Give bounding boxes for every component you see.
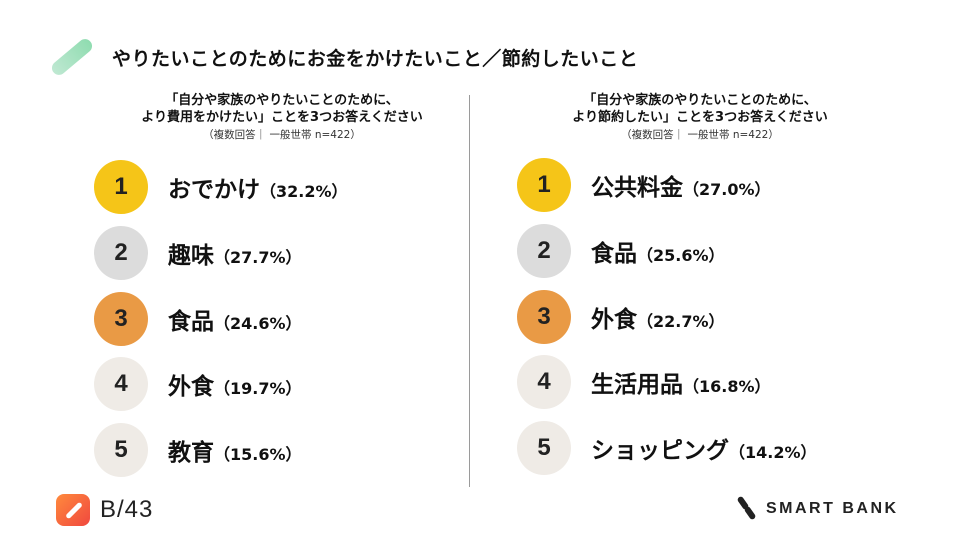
b43-wordmark: B/43 bbox=[100, 496, 154, 523]
rank-badge: 3 bbox=[94, 292, 148, 346]
smartbank-logo-icon bbox=[736, 495, 758, 522]
column-divider bbox=[469, 95, 470, 487]
b43-brand: B/43 bbox=[56, 494, 153, 526]
rank-badge: 1 bbox=[517, 158, 571, 212]
rank-item-percent: （15.6%） bbox=[214, 445, 302, 464]
rank-badge: 4 bbox=[517, 355, 571, 409]
rank-badge: 3 bbox=[517, 290, 571, 344]
save-more-column: 「自分や家族のやりたいことのために、 より節約したい」ことを3つお答えください … bbox=[490, 92, 910, 142]
rank-item-percent: （27.7%） bbox=[214, 248, 302, 267]
spend-rank-row: 4 外食 （19.7%） bbox=[94, 357, 302, 411]
rank-item-name: おでかけ bbox=[168, 177, 260, 203]
decorative-stripe-icon bbox=[49, 36, 95, 78]
rank-badge: 1 bbox=[94, 160, 148, 214]
save-rank-row: 4 生活用品 （16.8%） bbox=[517, 355, 771, 409]
rank-item-name: 外食 bbox=[168, 374, 214, 400]
rank-badge: 2 bbox=[94, 226, 148, 280]
rank-badge: 4 bbox=[94, 357, 148, 411]
smartbank-wordmark: SMART BANK bbox=[766, 500, 899, 517]
smartbank-brand: SMART BANK bbox=[736, 495, 899, 522]
save-rank-row: 3 外食 （22.7%） bbox=[517, 290, 725, 344]
rank-item-name: 食品 bbox=[591, 241, 637, 267]
rank-item-percent: （16.8%） bbox=[683, 377, 771, 396]
spend-rank-row: 2 趣味 （27.7%） bbox=[94, 226, 302, 280]
rank-badge: 2 bbox=[517, 224, 571, 278]
spend-more-question: 「自分や家族のやりたいことのために、 より費用をかけたい」ことを3つお答えくださ… bbox=[141, 93, 423, 125]
rank-item-name: 教育 bbox=[168, 440, 214, 466]
rank-item-percent: （27.0%） bbox=[683, 180, 771, 199]
rank-item-percent: （24.6%） bbox=[214, 314, 302, 333]
rank-item-percent: （22.7%） bbox=[637, 312, 725, 331]
page-title: やりたいことのためにお金をかけたいこと／節約したいこと bbox=[112, 48, 639, 70]
spend-rank-row: 1 おでかけ （32.2%） bbox=[94, 160, 348, 214]
spend-rank-row: 3 食品 （24.6%） bbox=[94, 292, 302, 346]
rank-item-name: 食品 bbox=[168, 309, 214, 335]
rank-item-name: 公共料金 bbox=[591, 175, 683, 201]
rank-item-name: 生活用品 bbox=[591, 372, 683, 398]
save-more-note: （複数回答｜ 一般世帯 n=422） bbox=[621, 129, 779, 141]
rank-item-percent: （19.7%） bbox=[214, 379, 302, 398]
save-more-question: 「自分や家族のやりたいことのために、 より節約したい」ことを3つお答えください bbox=[572, 93, 828, 125]
spend-rank-row: 5 教育 （15.6%） bbox=[94, 423, 302, 477]
save-rank-row: 2 食品 （25.6%） bbox=[517, 224, 725, 278]
save-rank-row: 5 ショッピング （14.2%） bbox=[517, 421, 817, 475]
rank-item-name: 趣味 bbox=[168, 243, 214, 269]
rank-badge: 5 bbox=[94, 423, 148, 477]
rank-item-percent: （25.6%） bbox=[637, 246, 725, 265]
rank-badge: 5 bbox=[517, 421, 571, 475]
save-rank-row: 1 公共料金 （27.0%） bbox=[517, 158, 771, 212]
spend-more-note: （複数回答｜ 一般世帯 n=422） bbox=[203, 129, 361, 141]
rank-item-name: ショッピング bbox=[591, 438, 729, 464]
rank-item-name: 外食 bbox=[591, 307, 637, 333]
spend-more-column: 「自分や家族のやりたいことのために、 より費用をかけたい」ことを3つお答えくださ… bbox=[72, 92, 492, 142]
rank-item-percent: （32.2%） bbox=[260, 182, 348, 201]
rank-item-percent: （14.2%） bbox=[729, 443, 817, 462]
b43-logo-icon bbox=[56, 494, 90, 526]
